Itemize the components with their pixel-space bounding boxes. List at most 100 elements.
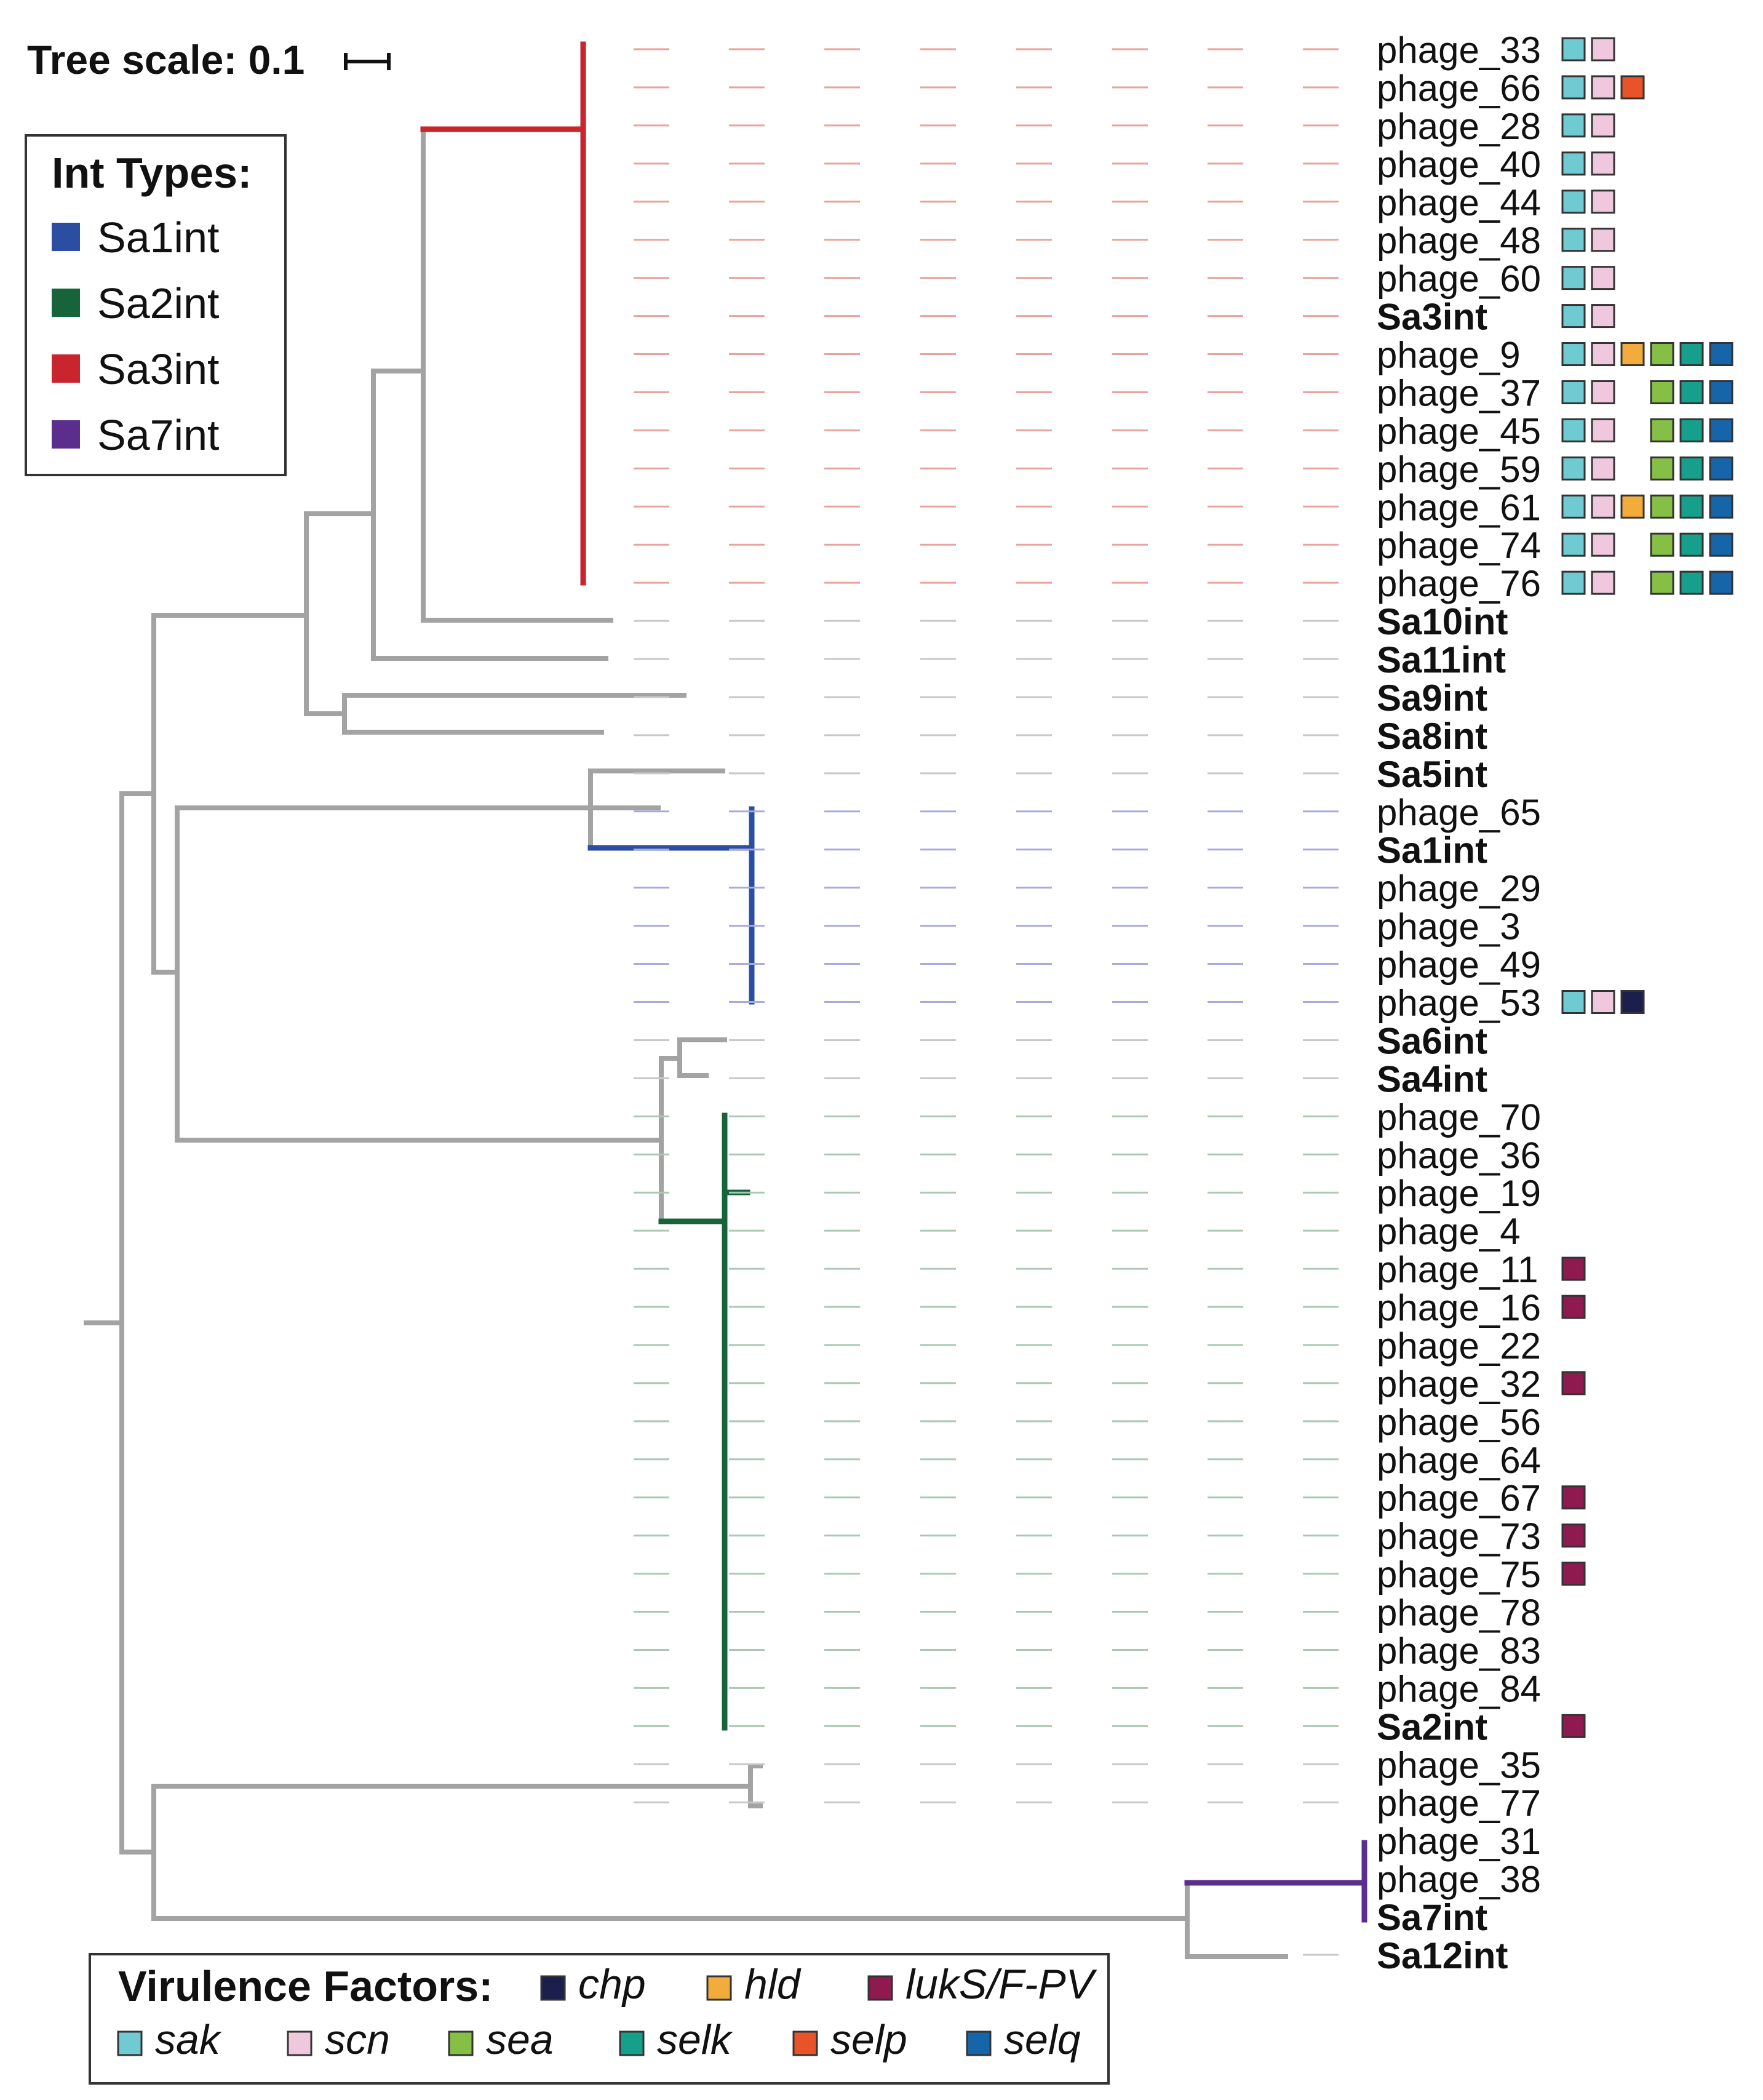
virulence-factor-scn	[1591, 456, 1615, 481]
virulence-factor-sea	[1650, 570, 1674, 595]
virulence-factor-sak	[1561, 342, 1586, 367]
virulence-legend-item: lukS/F-PV	[867, 1961, 1097, 2008]
tip-label: Sa5int	[1377, 754, 1487, 795]
tree-branch	[151, 369, 376, 975]
virulence-factor-hld	[1620, 342, 1645, 367]
tip-label: phage_28	[1377, 106, 1541, 147]
virulence-factor-luk	[1561, 1485, 1586, 1510]
int-legend-swatch	[52, 354, 80, 383]
virulence-legend-item: selq	[966, 2016, 1081, 2063]
virulence-factor-luk	[1561, 1523, 1586, 1548]
sa1-clade-branch	[587, 806, 755, 1005]
virulence-label: scn	[325, 2016, 390, 2063]
leader-dashes	[634, 48, 1339, 1956]
tree-branch	[119, 1763, 763, 1921]
virulence-label: hld	[744, 1961, 802, 2008]
tree-scale-label: Tree scale: 0.1	[27, 37, 304, 82]
tip-label: phage_4	[1377, 1211, 1521, 1252]
tip-label: phage_66	[1377, 68, 1541, 109]
virulence-swatch	[966, 2030, 992, 2056]
tip-label: phage_37	[1377, 372, 1541, 413]
int-legend-label: Sa7int	[97, 411, 219, 459]
tip-label: phage_45	[1377, 410, 1541, 452]
tip-label: phage_74	[1377, 525, 1541, 566]
virulence-factor-selk	[1679, 418, 1704, 442]
virulence-factor-scn	[1591, 37, 1615, 62]
virulence-factor-sak	[1561, 37, 1586, 62]
virulence-legend: Virulence Factors: chp hld lukS/F-PV sak…	[89, 1953, 1110, 2085]
virulence-factor-scn	[1591, 570, 1615, 595]
tip-label: phage_29	[1377, 868, 1541, 909]
virulence-label: sea	[486, 2016, 554, 2063]
tree-branch	[175, 1037, 727, 1224]
virulence-factor-sak	[1561, 75, 1586, 100]
virulence-factor-selk	[1679, 342, 1704, 367]
virulence-factor-sea	[1650, 532, 1674, 557]
tip-label: phage_77	[1377, 1783, 1541, 1824]
virulence-factor-selp	[1620, 75, 1645, 100]
virulence-swatch	[792, 2030, 818, 2056]
tip-label: phage_40	[1377, 144, 1541, 185]
sa7-clade-branch	[1184, 1840, 1367, 1923]
int-legend-swatch	[52, 223, 80, 251]
virulence-factor-scn	[1591, 532, 1615, 557]
virulence-factor-sea	[1650, 494, 1674, 519]
int-legend-item: Sa1int	[52, 214, 219, 262]
virulence-factor-selq	[1709, 418, 1733, 442]
tree-branch	[151, 1883, 1288, 1959]
tip-label: phage_61	[1377, 487, 1541, 528]
tip-label: Sa3int	[1377, 297, 1487, 338]
tip-label: phage_49	[1377, 944, 1541, 986]
virulence-factor-matrix	[1561, 37, 1733, 1738]
tip-label: phage_48	[1377, 220, 1541, 262]
virulence-factor-selq	[1709, 570, 1733, 595]
tip-label: phage_76	[1377, 563, 1541, 604]
tip-label: Sa8int	[1377, 716, 1487, 757]
int-legend-item: Sa7int	[52, 411, 219, 459]
virulence-factor-sak	[1561, 494, 1586, 519]
tip-label: phage_16	[1377, 1287, 1541, 1328]
virulence-factor-selq	[1709, 342, 1733, 367]
tip-label: phage_11	[1377, 1249, 1538, 1290]
virulence-factor-selq	[1709, 456, 1733, 481]
tip-label: phage_36	[1377, 1135, 1541, 1176]
tip-label: Sa6int	[1377, 1020, 1487, 1061]
virulence-factor-selq	[1709, 494, 1733, 519]
tree-backbone	[84, 127, 1288, 1959]
virulence-factor-sak	[1561, 151, 1586, 176]
int-legend-label: Sa2int	[97, 279, 219, 327]
virulence-factor-sak	[1561, 456, 1586, 481]
virulence-factor-luk	[1561, 1562, 1586, 1586]
virulence-factor-scn	[1591, 113, 1615, 138]
tip-label: phage_84	[1377, 1668, 1541, 1709]
virulence-factor-selk	[1679, 494, 1704, 519]
int-legend-item: Sa2int	[52, 279, 219, 327]
tip-label: Sa9int	[1377, 677, 1487, 719]
virulence-factor-sak	[1561, 113, 1586, 138]
int-legend-swatch	[52, 289, 80, 317]
virulence-factor-hld	[1620, 494, 1645, 519]
virulence-legend-title: Virulence Factors:	[118, 1962, 493, 2010]
int-legend-item: Sa3int	[52, 345, 219, 393]
tip-label: phage_9	[1377, 335, 1521, 376]
tree-branch	[119, 613, 661, 975]
tip-label: phage_59	[1377, 449, 1541, 490]
tip-label: phage_53	[1377, 983, 1541, 1024]
tip-label: phage_19	[1377, 1173, 1541, 1214]
virulence-factor-luk	[1561, 1295, 1586, 1319]
virulence-factor-sak	[1561, 304, 1586, 329]
tip-label: phage_60	[1377, 258, 1541, 300]
virulence-factor-sea	[1650, 418, 1674, 442]
virulence-legend-item: sea	[448, 2016, 554, 2063]
tip-label: phage_44	[1377, 182, 1541, 223]
virulence-factor-luk	[1561, 1256, 1586, 1281]
tip-label: phage_67	[1377, 1478, 1541, 1519]
virulence-swatch	[706, 1975, 732, 2001]
int-legend-label: Sa3int	[97, 345, 219, 393]
virulence-factor-scn	[1591, 151, 1615, 176]
tip-label: phage_73	[1377, 1516, 1541, 1557]
virulence-label: lukS/F-PV	[905, 1961, 1097, 2008]
virulence-swatch	[448, 2030, 474, 2056]
tree-scale: Tree scale: 0.1	[27, 37, 391, 82]
